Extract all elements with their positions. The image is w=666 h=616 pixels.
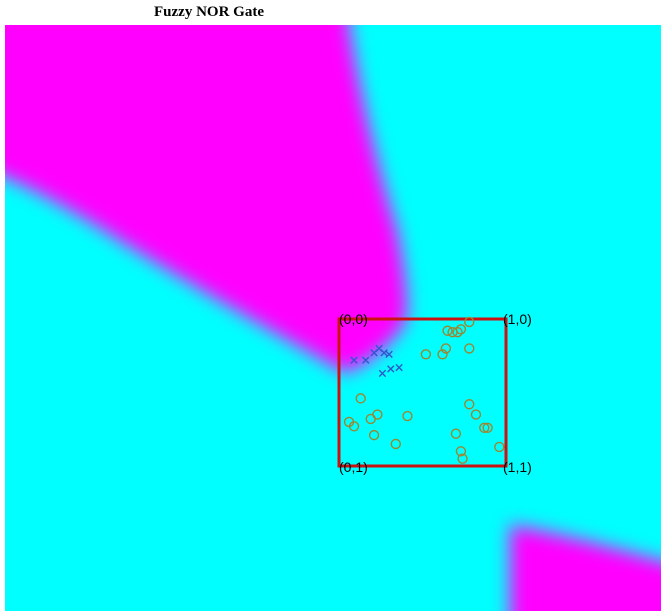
x-marker (378, 369, 387, 378)
o-marker (390, 438, 401, 450)
o-marker (420, 349, 432, 360)
o-marker (368, 429, 380, 441)
corner-label-bottom-left: (0,1) (339, 459, 368, 475)
x-marker (387, 365, 395, 373)
o-marker (440, 343, 452, 354)
o-marker (455, 446, 467, 457)
corner-label-top-right: (1,0) (503, 311, 532, 327)
o-marker (348, 421, 360, 432)
o-marker (470, 409, 482, 420)
x-marker (385, 350, 393, 358)
o-marker (372, 409, 383, 420)
o-marker (482, 422, 493, 433)
high-region-lower (510, 525, 661, 611)
x-marker (380, 349, 388, 357)
corner-label-bottom-right: (1,1) (503, 459, 532, 475)
decision-plot: (0,0) (1,0) (0,1) (1,1) (5, 25, 661, 611)
chart-title: Fuzzy NOR Gate (154, 4, 264, 20)
x-marker (350, 356, 358, 364)
x-marker (362, 356, 370, 364)
o-marker (464, 343, 475, 354)
o-marker (457, 453, 468, 464)
o-marker (494, 441, 505, 453)
o-marker (442, 325, 453, 336)
x-marker (395, 363, 403, 372)
o-marker (437, 349, 448, 360)
o-marker (464, 399, 475, 410)
o-marker (450, 428, 462, 439)
o-marker (452, 327, 463, 338)
corner-label-top-left: (0,0) (339, 311, 368, 327)
unit-square-box (337, 317, 508, 468)
o-marker (479, 422, 490, 433)
high-region-upper (5, 25, 407, 373)
o-marker (464, 316, 475, 328)
o-marker (402, 410, 413, 422)
o-marker (355, 393, 366, 404)
scatter-markers (343, 316, 505, 464)
o-marker (455, 324, 467, 335)
